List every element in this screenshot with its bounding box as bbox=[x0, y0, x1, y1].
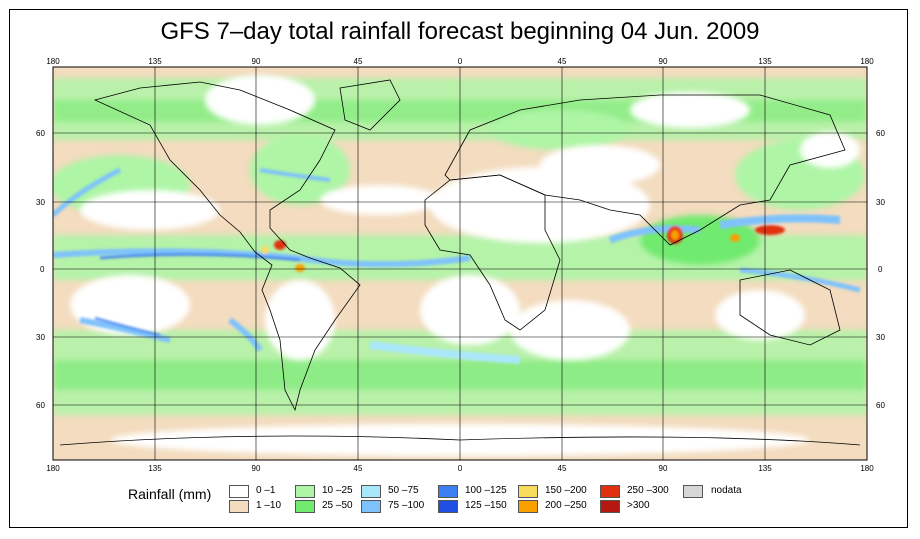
legend-label: nodata bbox=[711, 485, 742, 496]
lon-tick-top: 45 bbox=[558, 57, 567, 66]
lon-tick-bottom: 0 bbox=[458, 464, 463, 473]
lon-tick-bottom: 90 bbox=[252, 464, 261, 473]
legend-label: 25 –50 bbox=[322, 500, 353, 511]
legend-swatch bbox=[600, 500, 620, 513]
legend-label: 75 –100 bbox=[388, 500, 425, 511]
legend-label: >300 bbox=[627, 500, 650, 511]
lon-tick-bottom: 135 bbox=[758, 464, 772, 473]
lon-tick-top: 90 bbox=[659, 57, 668, 66]
legend-label: 0 –1 bbox=[256, 485, 276, 496]
legend-label: 10 –25 bbox=[322, 485, 353, 496]
moderate-rain-areas bbox=[53, 78, 867, 415]
map-border bbox=[52, 66, 868, 461]
legend-swatch bbox=[683, 485, 703, 498]
legend-swatch bbox=[518, 485, 538, 498]
lat-tick-right: 30 bbox=[876, 198, 885, 207]
lon-tick-bottom: 180 bbox=[860, 464, 874, 473]
rainfall-field bbox=[53, 67, 867, 460]
legend-title: Rainfall (mm) bbox=[128, 486, 212, 502]
legend-swatch bbox=[361, 485, 381, 498]
lat-tick-left: 30 bbox=[36, 198, 45, 207]
page-title: GFS 7–day total rainfall forecast beginn… bbox=[160, 18, 760, 45]
legend-swatch bbox=[229, 500, 249, 513]
legend-label: 50 –75 bbox=[388, 485, 419, 496]
legend-swatch bbox=[438, 485, 458, 498]
legend-label: 250 –300 bbox=[627, 485, 669, 496]
lon-tick-top: 135 bbox=[148, 57, 162, 66]
lon-tick-top: 180 bbox=[46, 57, 60, 66]
lon-tick-bottom: 45 bbox=[354, 464, 363, 473]
lat-tick-right: 60 bbox=[876, 129, 885, 138]
legend-swatch bbox=[518, 500, 538, 513]
lon-tick-bottom: 180 bbox=[46, 464, 60, 473]
lat-tick-right: 60 bbox=[876, 401, 885, 410]
lat-tick-left: 0 bbox=[40, 265, 45, 274]
lon-tick-top: 90 bbox=[252, 57, 261, 66]
lon-tick-bottom: 90 bbox=[659, 464, 668, 473]
heavy-rain-areas bbox=[53, 167, 861, 364]
lat-tick-left: 30 bbox=[36, 333, 45, 342]
lon-tick-bottom: 45 bbox=[558, 464, 567, 473]
graticule bbox=[53, 67, 867, 460]
lon-tick-bottom: 135 bbox=[148, 464, 162, 473]
legend-label: 100 –125 bbox=[465, 485, 507, 496]
lat-tick-left: 60 bbox=[36, 401, 45, 410]
lat-tick-left: 60 bbox=[36, 129, 45, 138]
lon-tick-top: 180 bbox=[860, 57, 874, 66]
legend-swatch bbox=[600, 485, 620, 498]
legend-swatch bbox=[438, 500, 458, 513]
legend-swatch bbox=[229, 485, 249, 498]
lat-tick-right: 0 bbox=[878, 265, 883, 274]
legend-label: 125 –150 bbox=[465, 500, 507, 511]
legend-swatch bbox=[295, 485, 315, 498]
legend-label: 200 –250 bbox=[545, 500, 587, 511]
legend-swatch bbox=[295, 500, 315, 513]
lon-tick-top: 45 bbox=[354, 57, 363, 66]
lon-tick-top: 135 bbox=[758, 57, 772, 66]
legend-swatch bbox=[361, 500, 381, 513]
lat-tick-right: 30 bbox=[876, 333, 885, 342]
lon-tick-top: 0 bbox=[458, 57, 463, 66]
legend-label: 150 –200 bbox=[545, 485, 587, 496]
legend-label: 1 –10 bbox=[256, 500, 282, 511]
